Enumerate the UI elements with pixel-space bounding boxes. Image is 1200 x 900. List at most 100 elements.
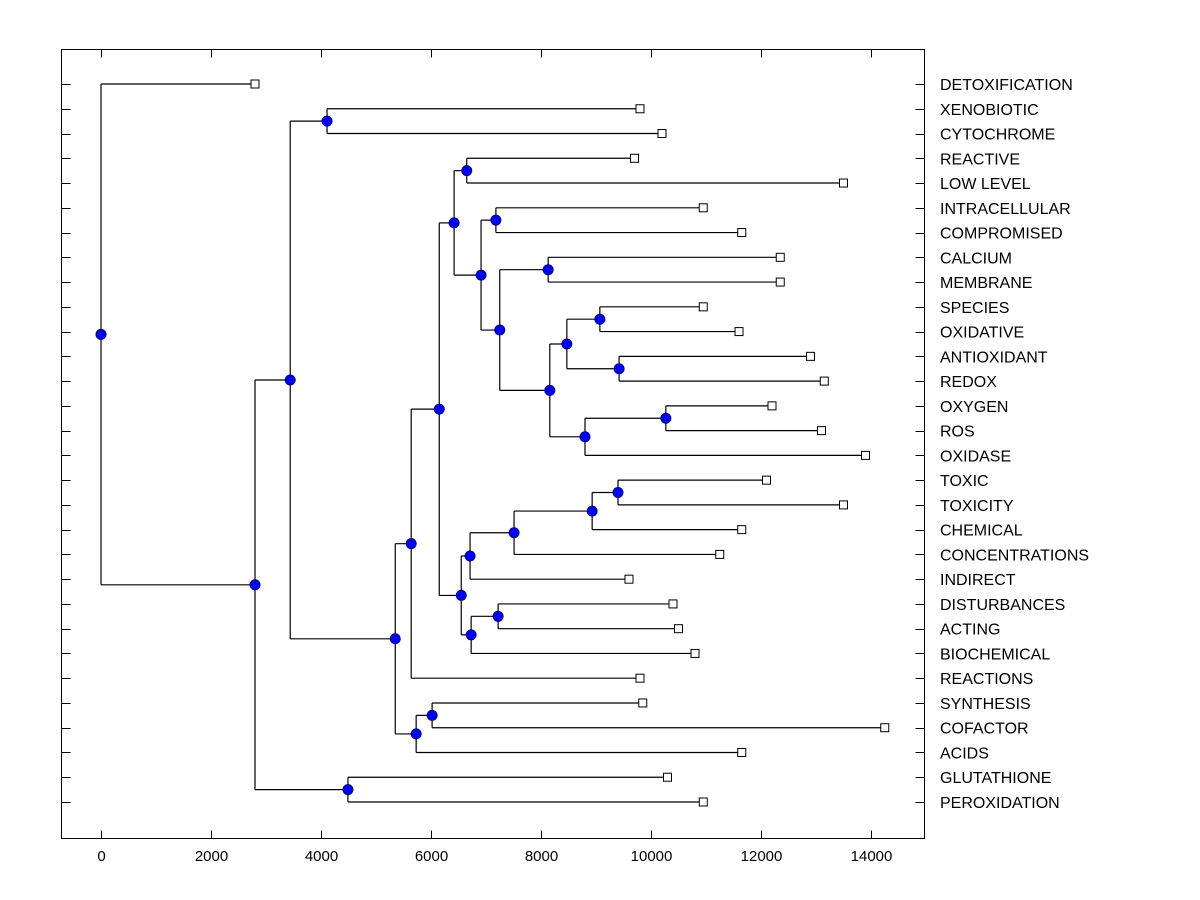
x-tick-label: 4000 [305, 848, 338, 865]
leaf-marker [690, 648, 700, 658]
leaf-marker [806, 351, 815, 361]
leaf-marker [839, 178, 848, 188]
leaf-label: ROS [940, 424, 975, 441]
leaf-marker [663, 772, 672, 782]
leaf-marker [674, 624, 683, 634]
cluster-node [490, 214, 502, 226]
leaf-marker [734, 327, 744, 337]
leaf-label: DETOXIFICATION [940, 77, 1073, 94]
leaf-label: LOW LEVEL [940, 176, 1031, 193]
x-axis: 0 2000 4000 6000 8000 10000 12000 14000 [97, 49, 893, 865]
leaf-label: MEMBRANE [940, 275, 1032, 292]
leaf-label: COMPROMISED [940, 226, 1063, 243]
leaf-marker [638, 698, 648, 708]
leaf-label: TOXICITY [940, 498, 1014, 515]
leaf-label: CALCIUM [940, 250, 1012, 267]
cluster-node [410, 728, 422, 740]
x-tick-label: 6000 [415, 848, 448, 865]
leaf-marker [635, 104, 645, 114]
leaf-marker [839, 500, 848, 510]
leaf-marker [698, 203, 708, 213]
cluster-node [405, 538, 417, 550]
leaf-label: REDOX [940, 374, 997, 391]
cluster-node [475, 269, 487, 281]
cluster-node [613, 363, 625, 375]
leaf-label: BIOCHEMICAL [940, 646, 1050, 663]
cluster-node [433, 403, 445, 415]
leaf-labels: DETOXIFICATION XENOBIOTIC CYTOCHROME REACTI… [940, 77, 1089, 812]
leaf-label: CYTOCHROME [940, 127, 1055, 144]
leaf-label: COFACTOR [940, 721, 1029, 738]
leaf-label: OXYGEN [940, 399, 1008, 416]
leaf-marker [861, 450, 870, 460]
leaf-label: OXIDASE [940, 448, 1011, 465]
y-axis [61, 84, 925, 803]
leaf-marker [737, 228, 747, 238]
cluster-node [426, 709, 438, 721]
cluster-node [249, 579, 261, 591]
leaf-label: ACTING [940, 622, 1000, 639]
leaf-label: ACIDS [940, 745, 989, 762]
leaf-marker [698, 797, 708, 807]
leaf-label: INTRACELLULAR [940, 201, 1071, 218]
cluster-node [464, 550, 476, 562]
leaf-marker [762, 475, 771, 485]
dendrogram-links [100, 83, 885, 803]
x-tick-label: 10000 [631, 848, 673, 865]
cluster-node [612, 487, 624, 499]
cluster-node [455, 589, 467, 601]
x-tick-label: 0 [97, 848, 105, 865]
leaf-marker [624, 574, 634, 584]
leaf-label: CHEMICAL [940, 523, 1023, 540]
leaf-label: PEROXIDATION [940, 795, 1060, 812]
leaf-marker [737, 747, 747, 757]
leaf-marker [737, 525, 747, 535]
leaf-label: TOXIC [940, 473, 989, 490]
leaf-marker [250, 79, 260, 89]
leaf-marker [775, 277, 785, 287]
leaf-label: OXIDATIVE [940, 325, 1024, 342]
cluster-node [544, 384, 556, 396]
cluster-node [284, 374, 296, 386]
leaf-marker [767, 401, 777, 411]
leaf-marker [668, 599, 678, 609]
leaf-label: CONCENTRATIONS [940, 547, 1089, 564]
leaf-marker [819, 376, 829, 386]
leaf-marker [715, 549, 725, 559]
leaf-label: SYNTHESIS [940, 696, 1031, 713]
cluster-node [448, 217, 460, 229]
x-tick-label: 12000 [741, 848, 783, 865]
cluster-node [492, 610, 504, 622]
cluster-node [660, 412, 672, 424]
x-tick-label: 2000 [195, 848, 228, 865]
leaf-label: SPECIES [940, 300, 1009, 317]
leaf-label: REACTIVE [940, 151, 1020, 168]
cluster-node [594, 313, 606, 325]
cluster-node [465, 629, 477, 641]
cluster-node [579, 431, 591, 443]
cluster-node [389, 633, 401, 645]
leaf-marker [880, 723, 890, 733]
cluster-node [95, 328, 107, 340]
leaf-marker [635, 673, 645, 683]
leaf-marker [698, 302, 708, 312]
dendrogram-markers [95, 79, 890, 807]
leaf-marker [817, 426, 826, 436]
plot-frame [61, 49, 925, 839]
cluster-node [561, 338, 573, 350]
leaf-marker [657, 129, 667, 139]
leaf-label: REACTIONS [940, 671, 1033, 688]
x-tick-label: 14000 [851, 848, 893, 865]
leaf-label: DISTURBANCES [940, 597, 1065, 614]
leaf-label: XENOBIOTIC [940, 102, 1039, 119]
x-tick-label: 8000 [525, 848, 558, 865]
cluster-node [586, 505, 598, 517]
leaf-marker [630, 153, 639, 163]
leaf-label: GLUTATHIONE [940, 770, 1051, 787]
cluster-node [461, 165, 473, 177]
leaf-marker [775, 252, 785, 262]
leaf-label: INDIRECT [940, 572, 1016, 589]
cluster-node [542, 264, 554, 276]
cluster-node [494, 324, 506, 336]
